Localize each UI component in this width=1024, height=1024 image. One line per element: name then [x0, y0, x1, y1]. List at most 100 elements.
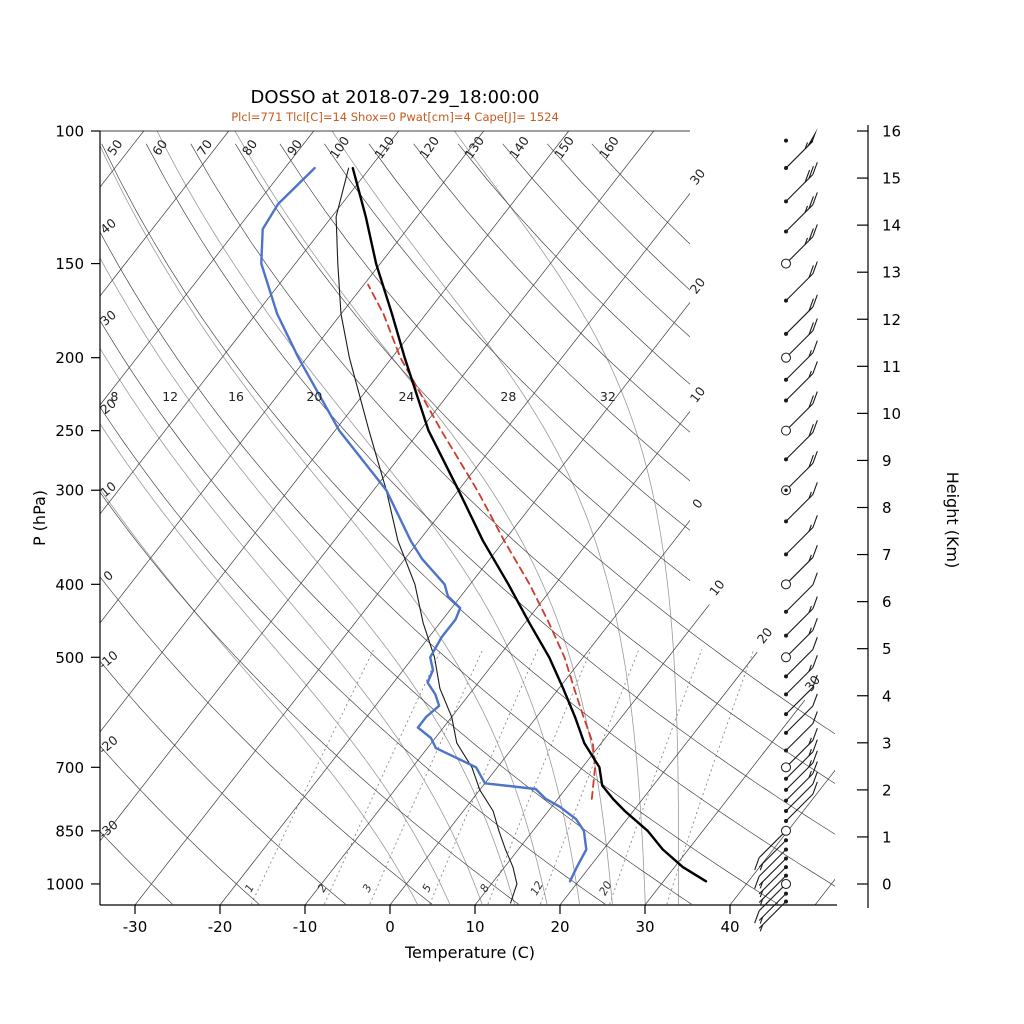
chart-subtitle: Plcl=771 Tlcl[C]=14 Shox=0 Pwat[cm]=4 Ca… [231, 110, 559, 124]
svg-text:8: 8 [110, 389, 118, 404]
wind-level-circle [781, 652, 791, 663]
wind-level-dot [784, 798, 788, 803]
svg-text:-10: -10 [95, 647, 120, 672]
svg-text:-20: -20 [95, 732, 120, 757]
svg-text:500: 500 [55, 649, 84, 667]
svg-text:150: 150 [55, 255, 84, 273]
wind-barb-column [754, 128, 818, 932]
svg-text:15: 15 [882, 170, 901, 188]
svg-text:14: 14 [882, 217, 901, 235]
wind-level-circle [781, 425, 791, 436]
svg-text:2: 2 [315, 882, 330, 895]
wind-level-dot [784, 377, 788, 382]
svg-text:9: 9 [882, 452, 892, 470]
wind-level-dot [784, 519, 788, 524]
svg-text:8: 8 [477, 882, 492, 895]
svg-text:30: 30 [635, 918, 654, 936]
svg-text:8: 8 [882, 499, 892, 517]
svg-text:4: 4 [882, 687, 892, 705]
svg-text:1000: 1000 [46, 875, 84, 893]
wind-level-dot [784, 856, 788, 861]
wind-level-dot [784, 847, 788, 852]
wind-level-dot [784, 808, 788, 813]
svg-text:32: 32 [600, 389, 616, 404]
svg-text:5: 5 [882, 640, 892, 658]
wind-level-dot [784, 712, 788, 717]
wind-level-dot [784, 138, 788, 143]
svg-text:2: 2 [882, 781, 892, 799]
svg-text:-30: -30 [95, 817, 120, 842]
wind-level-dot [784, 552, 788, 557]
svg-text:850: 850 [55, 822, 84, 840]
height-axis-title: Height (Km) [943, 472, 962, 569]
svg-text:-10: -10 [293, 918, 318, 936]
wind-level-dot [784, 692, 788, 697]
wind-level-circle [781, 762, 791, 773]
svg-text:0: 0 [100, 567, 116, 584]
wind-level-dot [784, 819, 788, 824]
svg-text:20: 20 [597, 879, 615, 898]
wind-level-circle [781, 352, 791, 363]
svg-text:6: 6 [882, 593, 892, 611]
svg-text:0: 0 [689, 496, 706, 512]
svg-text:1: 1 [242, 882, 257, 895]
svg-text:12: 12 [882, 311, 901, 329]
chart-title: DOSSO at 2018-07-29_18:00:00 [250, 87, 539, 108]
svg-text:30: 30 [687, 166, 709, 188]
svg-text:3: 3 [360, 882, 375, 895]
wind-level-dot [784, 776, 788, 781]
wind-level-circle [781, 258, 791, 269]
svg-text:-20: -20 [208, 918, 233, 936]
wind-level-dot [784, 457, 788, 462]
svg-text:1: 1 [882, 828, 892, 846]
dewpoint-curve [260, 166, 588, 883]
svg-text:80: 80 [239, 137, 260, 159]
svg-text:20: 20 [306, 389, 322, 404]
svg-text:11: 11 [882, 358, 901, 376]
svg-text:20: 20 [550, 918, 569, 936]
temperature-curve [351, 166, 708, 883]
svg-text:0: 0 [882, 876, 892, 894]
wind-level-dot [784, 899, 788, 904]
svg-text:28: 28 [500, 389, 516, 404]
svg-text:3: 3 [882, 734, 892, 752]
wind-level-dot [784, 229, 788, 234]
svg-text:90: 90 [284, 137, 305, 159]
svg-text:50: 50 [104, 137, 125, 159]
wind-level-dot [784, 398, 788, 403]
svg-text:12: 12 [162, 389, 178, 404]
svg-text:24: 24 [398, 389, 414, 404]
svg-text:16: 16 [228, 389, 244, 404]
svg-text:-30: -30 [123, 918, 148, 936]
wind-level-dot [784, 298, 788, 303]
svg-text:140: 140 [506, 133, 532, 161]
wind-level-dot [784, 891, 788, 896]
svg-text:7: 7 [882, 546, 892, 564]
pressure-axis-title: P (hPa) [30, 490, 49, 546]
wind-level-dot [784, 633, 788, 638]
wind-level-dot [784, 199, 788, 204]
svg-text:250: 250 [55, 422, 84, 440]
temperature-axis-title: Temperature (C) [404, 943, 535, 962]
svg-text:400: 400 [55, 576, 84, 594]
svg-text:5: 5 [420, 882, 435, 895]
wind-level-dot [784, 873, 788, 878]
svg-text:70: 70 [194, 137, 215, 159]
svg-text:120: 120 [416, 133, 442, 161]
svg-text:160: 160 [596, 133, 622, 161]
parcel-curve [367, 283, 596, 800]
svg-text:40: 40 [720, 918, 739, 936]
svg-text:12: 12 [528, 879, 546, 898]
svg-text:60: 60 [149, 137, 170, 159]
svg-text:700: 700 [55, 759, 84, 777]
svg-text:10: 10 [465, 918, 484, 936]
wind-level-dot [784, 730, 788, 735]
wind-level-dot [784, 838, 788, 843]
wind-level-circle [781, 878, 791, 889]
grid-line-labels: 50 60 70 80 90 100 110 120 130 140 150 160403020100… [95, 133, 823, 897]
wind-level-dot [784, 787, 788, 792]
skewt-grid [100, 131, 835, 905]
svg-text:150: 150 [551, 133, 577, 161]
